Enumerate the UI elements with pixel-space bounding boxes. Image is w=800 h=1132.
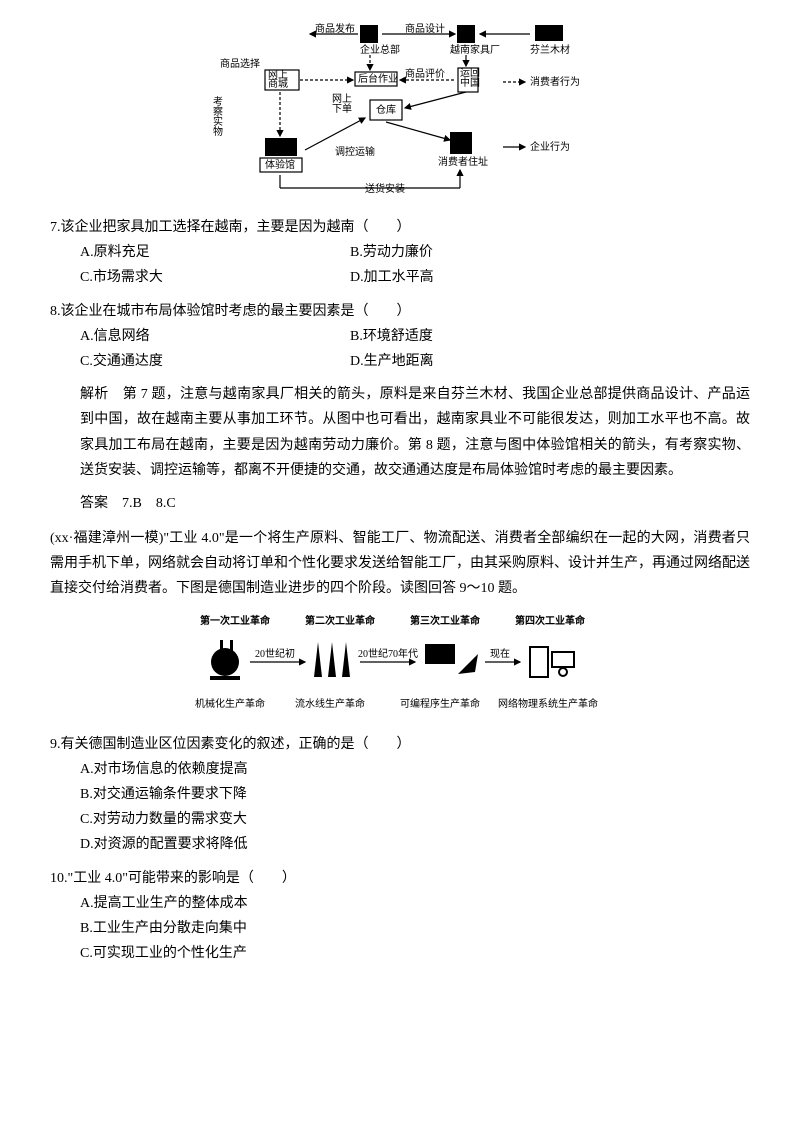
wood-icon <box>535 25 563 41</box>
lbl-ent-behavior: 企业行为 <box>530 140 570 153</box>
lbl-consumer-addr: 消费者住址 <box>438 155 488 168</box>
supply-chain-diagram: 商品发布 企业总部 商品设计 越南家具厂 芬兰木材 商品选择 网上 商城 后台作… <box>210 20 590 200</box>
loom-icon <box>210 640 240 680</box>
lbl-warehouse: 仓库 <box>376 103 396 116</box>
d2-b2: 流水线生产革命 <box>295 697 365 710</box>
q9-stem: 9.有关德国制造业区位因素变化的叙述，正确的是（ ） <box>50 732 750 757</box>
question-9: 9.有关德国制造业区位因素变化的叙述，正确的是（ ） A.对市场信息的依赖度提高… <box>50 732 750 858</box>
q8-opt-a: A.信息网络 <box>80 324 350 349</box>
lbl-product-publish: 商品发布 <box>315 22 355 35</box>
addr-icon <box>450 132 472 154</box>
d2-h4: 第四次工业革命 <box>515 614 586 627</box>
cps-icon <box>530 647 574 677</box>
lbl-online-mall2: 商城 <box>268 77 288 90</box>
q10-stem: 10."工业 4.0"可能带来的影响是（ ） <box>50 866 750 891</box>
lbl-backend: 后台作业 <box>358 72 398 85</box>
lbl-order2: 下单 <box>332 103 352 115</box>
d2-b4: 网络物理系统生产革命 <box>498 697 598 710</box>
hall-icon <box>265 138 297 156</box>
q9-opt-a: A.对市场信息的依赖度提高 <box>80 757 750 782</box>
lbl-consumer-behavior: 消费者行为 <box>530 75 580 88</box>
q8-opt-d: D.生产地距离 <box>350 349 750 374</box>
lbl-dispatch: 调控运输 <box>335 145 375 158</box>
q8-opt-b: B.环境舒适度 <box>350 324 750 349</box>
answer-7-8: 答案 7.B 8.C <box>80 491 750 516</box>
q9-opt-b: B.对交通运输条件要求下降 <box>80 782 750 807</box>
lbl-vn-factory: 越南家具厂 <box>450 43 500 56</box>
d2-h2: 第二次工业革命 <box>305 614 376 627</box>
q7-opt-b: B.劳动力廉价 <box>350 240 750 265</box>
q10-opt-c: C.可实现工业的个性化生产 <box>80 941 750 966</box>
passage-industry40: (xx·福建漳州一模)"工业 4.0"是一个将生产原料、智能工厂、物流配送、消费… <box>50 526 750 602</box>
q8-stem: 8.该企业在城市布局体验馆时考虑的最主要因素是（ ） <box>50 299 750 324</box>
question-8: 8.该企业在城市布局体验馆时考虑的最主要因素是（ ） A.信息网络 B.环境舒适… <box>50 299 750 375</box>
q10-opt-b: B.工业生产由分散走向集中 <box>80 916 750 941</box>
lbl-inspect4: 物 <box>213 125 223 138</box>
explain-7-8: 解析 第 7 题，注意与越南家具厂相关的箭头，原料是来自芬兰木材、我国企业总部提… <box>80 382 750 483</box>
d2-b3: 可编程序生产革命 <box>400 697 480 710</box>
d2-h3: 第三次工业革命 <box>410 614 481 627</box>
lbl-hall: 体验馆 <box>265 158 295 171</box>
factory-icon <box>457 25 475 43</box>
diagram2-svg: 第一次工业革命 第二次工业革命 第三次工业革命 第四次工业革命 20世纪初 <box>190 612 610 722</box>
d2-al2: 20世纪70年代 <box>358 647 418 660</box>
q9-opt-c: C.对劳动力数量的需求变大 <box>80 807 750 832</box>
plc-icon <box>425 644 478 674</box>
lbl-hq: 企业总部 <box>360 43 400 56</box>
d2-h1: 第一次工业革命 <box>200 614 271 627</box>
arrow-ship-wh <box>405 92 466 108</box>
arrow-wh-addr <box>386 122 450 140</box>
diagram1-svg: 商品发布 企业总部 商品设计 越南家具厂 芬兰木材 商品选择 网上 商城 后台作… <box>210 20 590 200</box>
d2-al1: 20世纪初 <box>255 647 295 660</box>
assembly-icon <box>314 642 350 677</box>
q9-opt-d: D.对资源的配置要求将降低 <box>80 832 750 857</box>
question-10: 10."工业 4.0"可能带来的影响是（ ） A.提高工业生产的整体成本 B.工… <box>50 866 750 967</box>
question-7: 7.该企业把家具加工选择在越南，主要是因为越南（ ） A.原料充足 B.劳动力廉… <box>50 215 750 291</box>
q8-opt-c: C.交通通达度 <box>80 349 350 374</box>
q10-opt-a: A.提高工业生产的整体成本 <box>80 891 750 916</box>
q7-opt-a: A.原料充足 <box>80 240 350 265</box>
lbl-product-select: 商品选择 <box>220 57 260 70</box>
industrial-revolution-diagram: 第一次工业革命 第二次工业革命 第三次工业革命 第四次工业革命 20世纪初 <box>190 612 610 722</box>
arrow-hall-wh <box>305 118 365 150</box>
lbl-finland-wood: 芬兰木材 <box>530 43 570 56</box>
q7-opt-c: C.市场需求大 <box>80 265 350 290</box>
d2-al3: 现在 <box>490 648 510 660</box>
q7-stem: 7.该企业把家具加工选择在越南，主要是因为越南（ ） <box>50 215 750 240</box>
lbl-product-design: 商品设计 <box>405 22 445 35</box>
lbl-ship-china2: 中国 <box>460 76 480 89</box>
hq-icon <box>360 25 378 43</box>
q7-opt-d: D.加工水平高 <box>350 265 750 290</box>
d2-b1: 机械化生产革命 <box>195 697 265 710</box>
lbl-product-eval: 商品评价 <box>405 67 445 80</box>
